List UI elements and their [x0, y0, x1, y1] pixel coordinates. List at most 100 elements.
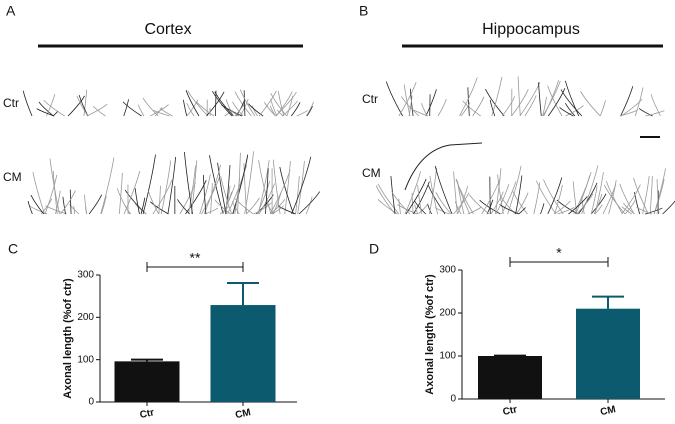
neurite	[511, 89, 529, 117]
y-tick-label: 100	[77, 354, 94, 365]
neurite	[576, 193, 594, 215]
neurite	[404, 142, 483, 191]
y-axis-label: Axonal length (%of ctr)	[62, 278, 74, 399]
neurite	[183, 99, 188, 117]
neurite	[645, 110, 665, 117]
x-tick-label: CM	[234, 407, 252, 421]
neurite	[418, 203, 429, 215]
neurite	[489, 99, 496, 117]
neurite	[185, 180, 207, 215]
x-tick-label: CM	[599, 404, 617, 418]
neurite	[619, 183, 635, 215]
y-tick-label: 0	[450, 394, 456, 405]
neurite	[554, 200, 571, 215]
neurite	[306, 106, 313, 117]
neurite	[481, 178, 501, 215]
y-tick-label: 100	[439, 351, 456, 362]
panel-letter: B	[359, 3, 368, 19]
neurite	[158, 185, 161, 215]
x-tick-label: Ctr	[502, 404, 519, 418]
neurite	[32, 172, 45, 215]
neurite	[284, 160, 291, 215]
neurite	[469, 194, 490, 215]
y-tick-label: 300	[77, 270, 94, 281]
neurite	[495, 168, 502, 215]
neurite	[269, 169, 291, 215]
neurite	[244, 151, 254, 215]
neurite	[619, 109, 638, 117]
neurite	[547, 177, 563, 215]
neurite	[152, 109, 170, 117]
neurite	[491, 76, 503, 117]
neurite	[621, 98, 643, 117]
neurite	[524, 95, 537, 117]
neurite	[279, 166, 294, 215]
neurite	[243, 90, 246, 117]
neurite	[538, 82, 542, 117]
micrographs	[22, 76, 675, 215]
neurite	[149, 201, 169, 215]
neurite	[258, 183, 275, 215]
neurite	[154, 107, 163, 117]
neurite	[210, 183, 213, 215]
neurite	[621, 206, 632, 215]
neurite	[142, 154, 156, 215]
neurite	[634, 87, 644, 117]
neurite	[594, 204, 603, 215]
neurite	[437, 98, 447, 117]
neurite	[533, 182, 541, 215]
panel-title: Cortex	[144, 21, 191, 38]
neurite	[46, 93, 56, 117]
neurite	[429, 175, 439, 215]
neurite	[543, 179, 564, 215]
neurite	[590, 193, 607, 215]
neurite	[272, 159, 281, 215]
neurite	[277, 90, 285, 117]
neurite	[52, 110, 59, 117]
neurite	[187, 90, 209, 117]
neurite	[232, 154, 249, 215]
neurite	[55, 190, 61, 215]
neurite	[185, 90, 200, 117]
neurite	[258, 160, 272, 215]
y-axis-label: Axonal length (%of ctr)	[424, 274, 436, 395]
neurite	[403, 84, 411, 117]
neurite	[540, 203, 545, 215]
neurite	[385, 81, 403, 117]
neurite	[535, 180, 557, 215]
neurite	[398, 81, 417, 117]
neurite	[188, 165, 196, 215]
neurite	[542, 96, 547, 117]
panel-letter: A	[6, 3, 16, 19]
neurite	[291, 156, 312, 215]
neurite	[76, 96, 89, 117]
neurite	[199, 174, 211, 215]
neurite	[186, 103, 195, 117]
neurite	[490, 191, 504, 215]
neurite	[425, 89, 437, 117]
neurite	[472, 96, 485, 117]
neurite	[557, 207, 575, 215]
neurite	[417, 184, 422, 215]
neurite	[246, 197, 260, 215]
neurite	[413, 181, 430, 215]
neurite	[375, 185, 396, 215]
neurite	[62, 196, 66, 215]
neurite	[602, 183, 617, 215]
neurite	[222, 191, 233, 215]
neurite	[485, 88, 505, 117]
neurite	[501, 96, 516, 117]
neurite	[122, 101, 142, 117]
neurite	[184, 151, 193, 215]
neurite	[467, 87, 470, 117]
neurite	[271, 206, 284, 215]
neurite	[565, 103, 576, 117]
neurite	[220, 176, 233, 215]
neurite	[49, 158, 60, 215]
neurite	[515, 175, 523, 215]
neurite	[202, 174, 207, 215]
neurite	[134, 203, 147, 215]
neurite	[497, 174, 504, 215]
neurite	[237, 152, 241, 215]
neurite	[30, 194, 45, 215]
